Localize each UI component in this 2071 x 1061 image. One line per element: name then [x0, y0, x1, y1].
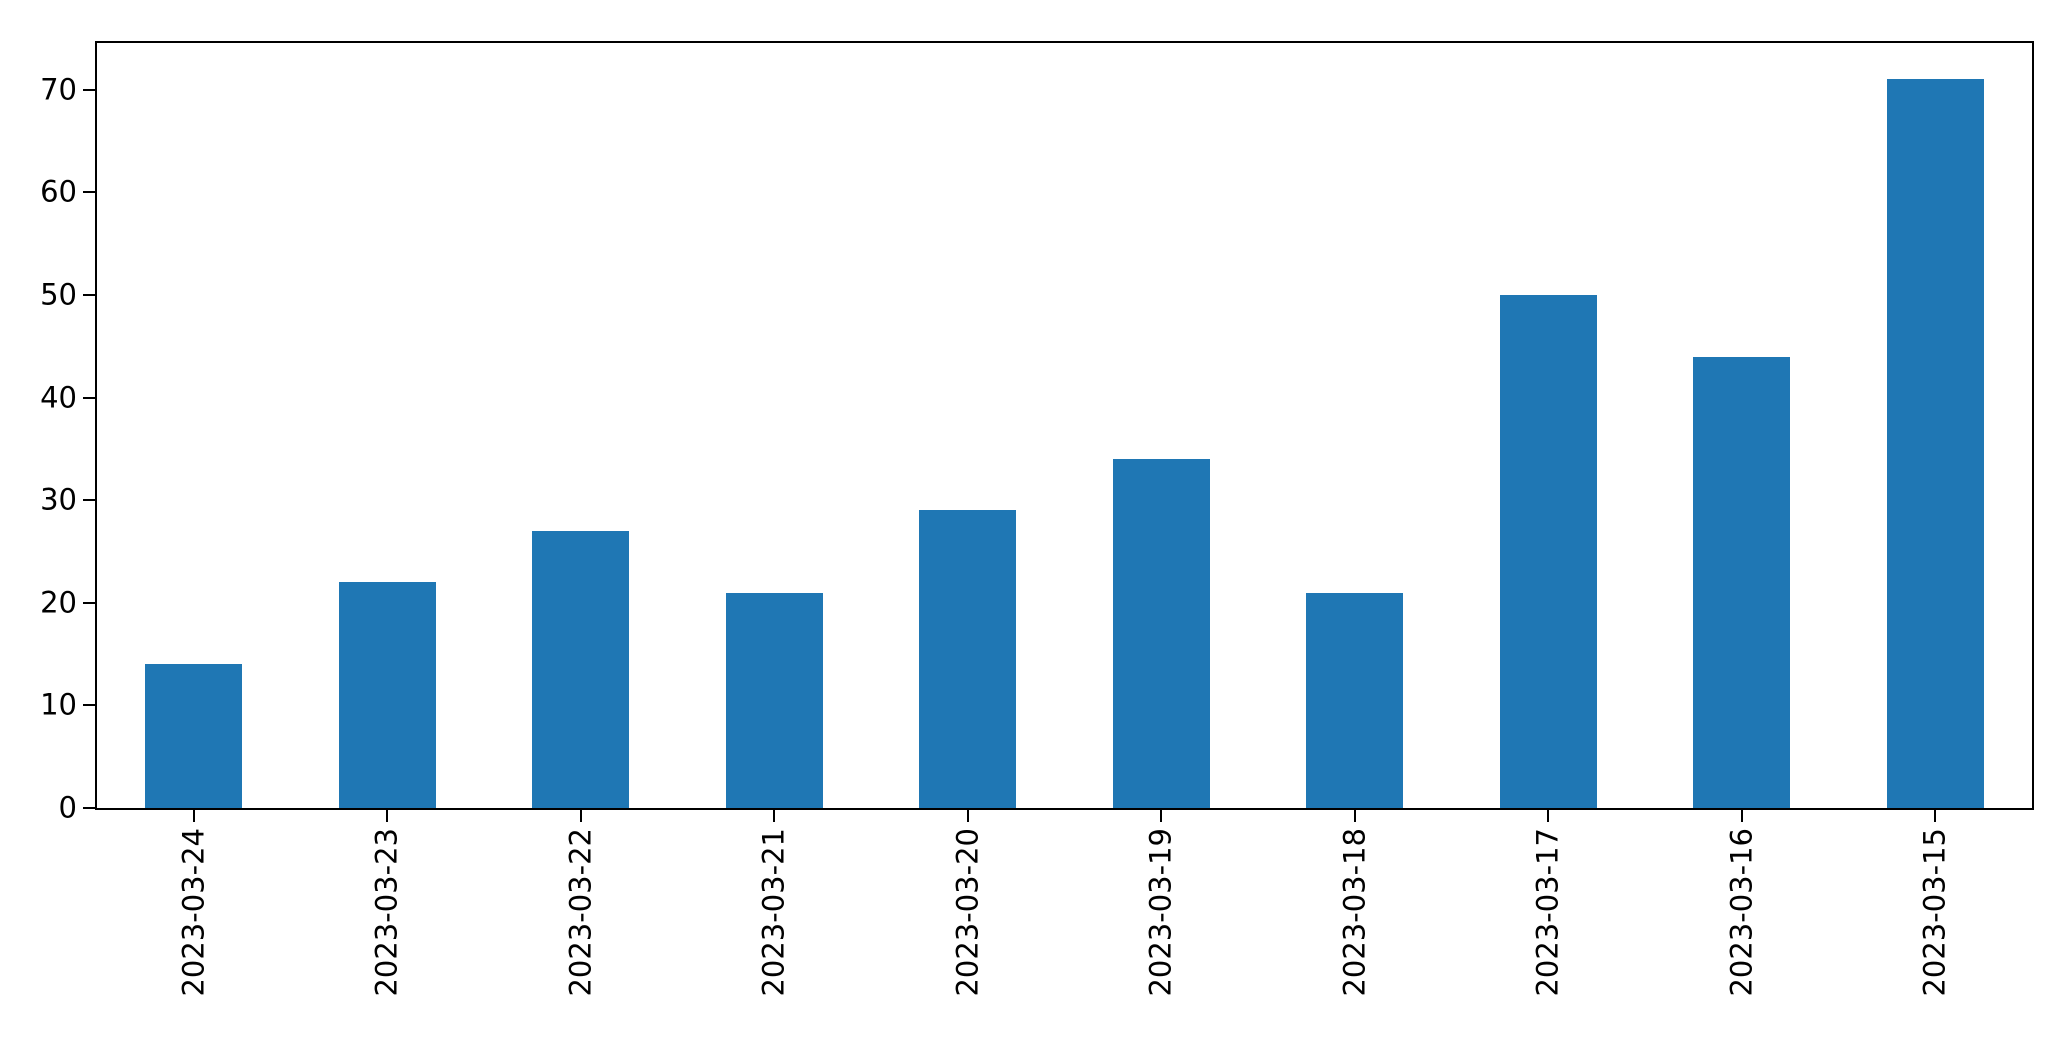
x-tick-mark-2023-03-21	[773, 810, 776, 822]
y-tick-label-10: 10	[40, 687, 77, 722]
x-tick-mark-2023-03-15	[1934, 810, 1937, 822]
y-tick-mark-60	[83, 191, 95, 194]
y-tick-mark-20	[83, 601, 95, 604]
x-tick-mark-2023-03-23	[386, 810, 389, 822]
bar-2023-03-18	[1306, 592, 1404, 808]
bar-2023-03-16	[1693, 356, 1791, 808]
y-tick-label-20: 20	[40, 585, 77, 620]
x-tick-label-2023-03-24: 2023-03-24	[176, 828, 211, 997]
y-tick-mark-10	[83, 704, 95, 707]
bar-2023-03-15	[1886, 79, 1984, 808]
x-tick-label-2023-03-19: 2023-03-19	[1143, 828, 1178, 997]
x-tick-mark-2023-03-16	[1740, 810, 1743, 822]
x-tick-mark-2023-03-20	[966, 810, 969, 822]
x-tick-mark-2023-03-22	[579, 810, 582, 822]
bar-2023-03-21	[725, 592, 823, 808]
x-tick-label-2023-03-22: 2023-03-22	[563, 828, 598, 997]
x-tick-mark-2023-03-17	[1547, 810, 1550, 822]
y-tick-mark-70	[83, 88, 95, 91]
x-tick-mark-2023-03-24	[192, 810, 195, 822]
x-tick-label-2023-03-20: 2023-03-20	[950, 828, 985, 997]
y-tick-label-40: 40	[40, 380, 77, 415]
y-tick-mark-30	[83, 499, 95, 502]
x-tick-label-2023-03-18: 2023-03-18	[1337, 828, 1372, 997]
x-tick-label-2023-03-21: 2023-03-21	[756, 828, 791, 997]
y-tick-label-70: 70	[40, 72, 77, 107]
y-tick-mark-0	[83, 807, 95, 809]
bar-2023-03-24	[145, 664, 243, 808]
plot-area: 0 10 20 30 40 50 60 70 2023-03-24 2023-03-23 2023-…	[40, 41, 2034, 997]
y-tick-mark-50	[83, 293, 95, 296]
bar-2023-03-22	[532, 530, 630, 808]
bar-2023-03-19	[1112, 459, 1210, 808]
y-tick-label-30: 30	[40, 482, 77, 517]
y-tick-label-0: 0	[58, 790, 77, 825]
x-tick-label-2023-03-16: 2023-03-16	[1724, 828, 1759, 997]
bar-2023-03-17	[1499, 294, 1597, 808]
bar-2023-03-20	[919, 510, 1017, 808]
x-tick-label-2023-03-23: 2023-03-23	[369, 828, 404, 997]
y-tick-mark-40	[83, 396, 95, 399]
bar-2023-03-23	[338, 582, 436, 808]
y-tick-label-50: 50	[40, 277, 77, 312]
x-tick-mark-2023-03-18	[1353, 810, 1356, 822]
x-tick-mark-2023-03-19	[1160, 810, 1163, 822]
x-tick-label-2023-03-17: 2023-03-17	[1530, 828, 1565, 997]
x-tick-label-2023-03-15: 2023-03-15	[1917, 828, 1952, 997]
y-tick-label-60: 60	[40, 174, 77, 209]
